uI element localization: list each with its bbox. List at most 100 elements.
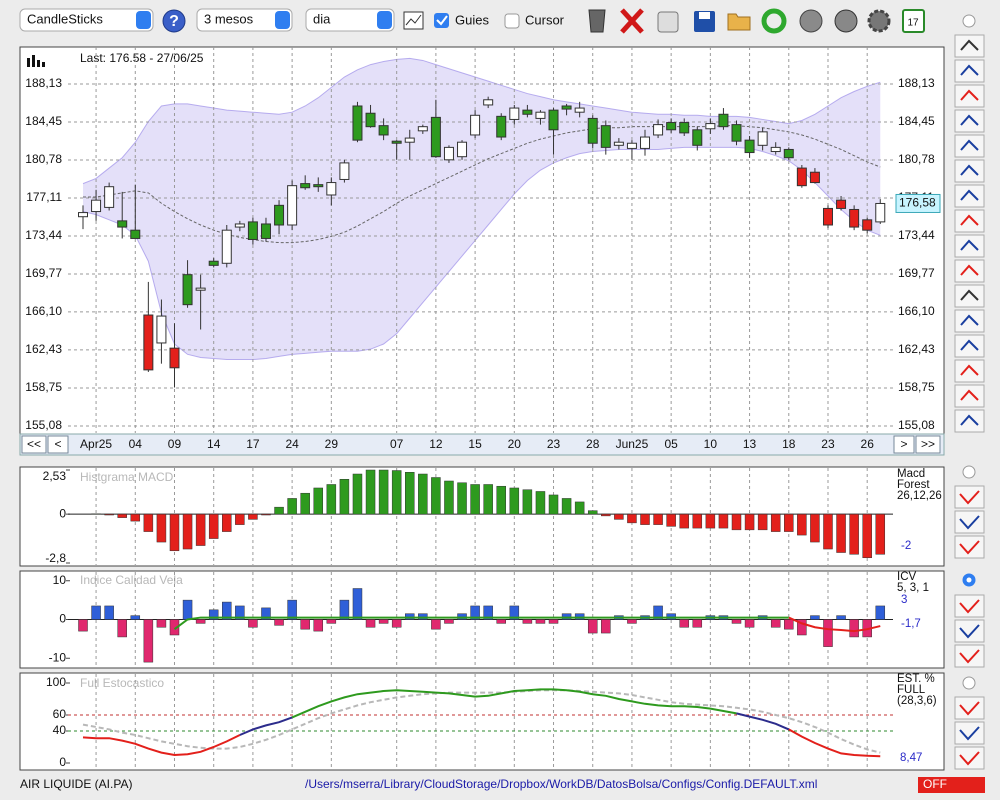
tool-button[interactable] xyxy=(954,594,985,618)
open-icon[interactable] xyxy=(727,13,751,31)
y-tick-label: 162,43 xyxy=(25,342,62,356)
candle-body xyxy=(875,202,886,223)
tool-button[interactable] xyxy=(954,159,985,183)
bar xyxy=(496,485,506,515)
bar xyxy=(627,619,637,624)
tool-button[interactable] xyxy=(954,309,985,333)
bar xyxy=(235,605,245,620)
cursor-checkbox[interactable] xyxy=(504,13,520,29)
period-select[interactable] xyxy=(196,8,293,32)
bar xyxy=(823,619,833,647)
chart-icon[interactable] xyxy=(403,11,424,30)
tool-button[interactable] xyxy=(954,59,985,83)
bar xyxy=(653,605,663,620)
bar xyxy=(117,619,127,638)
tool-button[interactable] xyxy=(954,184,985,208)
y-tick-label: 188,13 xyxy=(25,76,62,90)
bar xyxy=(405,472,415,515)
trash-icon[interactable] xyxy=(588,9,606,33)
x-tick-label: 17 xyxy=(246,437,260,451)
tool-button[interactable] xyxy=(954,109,985,133)
currency-icon[interactable] xyxy=(834,9,858,33)
tool-button[interactable] xyxy=(954,746,985,770)
tool-button[interactable] xyxy=(954,535,985,559)
candle-body xyxy=(117,220,128,228)
tool-button[interactable] xyxy=(954,284,985,308)
tool-glyph xyxy=(960,114,979,126)
nav-next[interactable] xyxy=(893,435,915,454)
radio[interactable] xyxy=(962,465,976,479)
tool-glyph xyxy=(960,389,979,401)
tool-button[interactable] xyxy=(954,334,985,358)
candle-body xyxy=(182,274,193,306)
help-button[interactable] xyxy=(162,9,186,33)
tool-glyph xyxy=(960,39,979,51)
tool-button[interactable] xyxy=(954,485,985,509)
tool-button[interactable] xyxy=(954,721,985,745)
bar xyxy=(339,478,350,515)
candle-body xyxy=(731,124,742,142)
bar xyxy=(261,607,271,620)
calendar-icon[interactable] xyxy=(902,9,925,33)
tool-button[interactable] xyxy=(954,619,985,643)
x-tick-label: 15 xyxy=(468,437,482,451)
candle-body xyxy=(156,315,167,344)
globe-icon[interactable] xyxy=(799,9,823,33)
legend-text: Macd xyxy=(897,468,925,480)
status-box[interactable] xyxy=(918,777,985,793)
y-tick-label: 173,44 xyxy=(898,228,935,242)
bar xyxy=(587,619,598,634)
bar xyxy=(130,615,141,620)
tool-button[interactable] xyxy=(954,696,985,720)
nav-last[interactable] xyxy=(915,435,941,454)
bar xyxy=(78,619,88,632)
bar xyxy=(561,498,572,515)
config-path[interactable]: /Users/mserra/Library/CloudStorage/Dropb… xyxy=(305,777,817,791)
tool-button[interactable] xyxy=(954,84,985,108)
radio-dot xyxy=(966,577,972,583)
print-icon[interactable] xyxy=(657,11,679,33)
bar xyxy=(601,513,611,517)
last-value: 3 xyxy=(901,594,907,606)
bar xyxy=(444,619,454,624)
bar xyxy=(862,513,872,559)
candle-body xyxy=(796,167,807,187)
tool-button[interactable] xyxy=(954,259,985,283)
panel-icon xyxy=(27,55,45,67)
candle-body xyxy=(574,107,585,113)
bar xyxy=(274,506,284,515)
tool-button[interactable] xyxy=(954,234,985,258)
y-tick-label: 158,75 xyxy=(898,380,935,394)
delete-icon[interactable] xyxy=(620,8,644,34)
bar xyxy=(352,588,363,620)
tool-button[interactable] xyxy=(954,644,985,668)
radio[interactable] xyxy=(962,14,976,28)
icv-line xyxy=(173,616,789,630)
x-tick-label: 07 xyxy=(390,437,404,451)
nav-first[interactable] xyxy=(21,435,47,454)
settings-icon[interactable] xyxy=(867,9,891,33)
refresh-icon[interactable] xyxy=(761,8,787,34)
tool-button[interactable] xyxy=(954,409,985,433)
nav-prev[interactable] xyxy=(47,435,69,454)
interval-select[interactable] xyxy=(305,8,395,32)
candle-body xyxy=(744,139,755,154)
tool-button[interactable] xyxy=(954,510,985,534)
tool-glyph xyxy=(960,414,979,426)
guides-checkbox[interactable] xyxy=(434,13,449,28)
bar xyxy=(731,513,742,531)
tool-button[interactable] xyxy=(954,384,985,408)
y-tick-label: 0 xyxy=(59,755,66,769)
bar xyxy=(601,619,611,634)
candle-body xyxy=(757,131,768,146)
tool-button[interactable] xyxy=(954,134,985,158)
candle-body xyxy=(143,314,154,371)
tool-button[interactable] xyxy=(954,359,985,383)
panel-title: Histgrama MACD xyxy=(80,470,174,484)
candle-body xyxy=(496,115,507,138)
chart-type-select[interactable] xyxy=(19,8,154,32)
nav-first-label: << xyxy=(27,437,41,451)
tool-button[interactable] xyxy=(954,209,985,233)
radio[interactable] xyxy=(962,676,976,690)
tool-button[interactable] xyxy=(954,34,985,58)
